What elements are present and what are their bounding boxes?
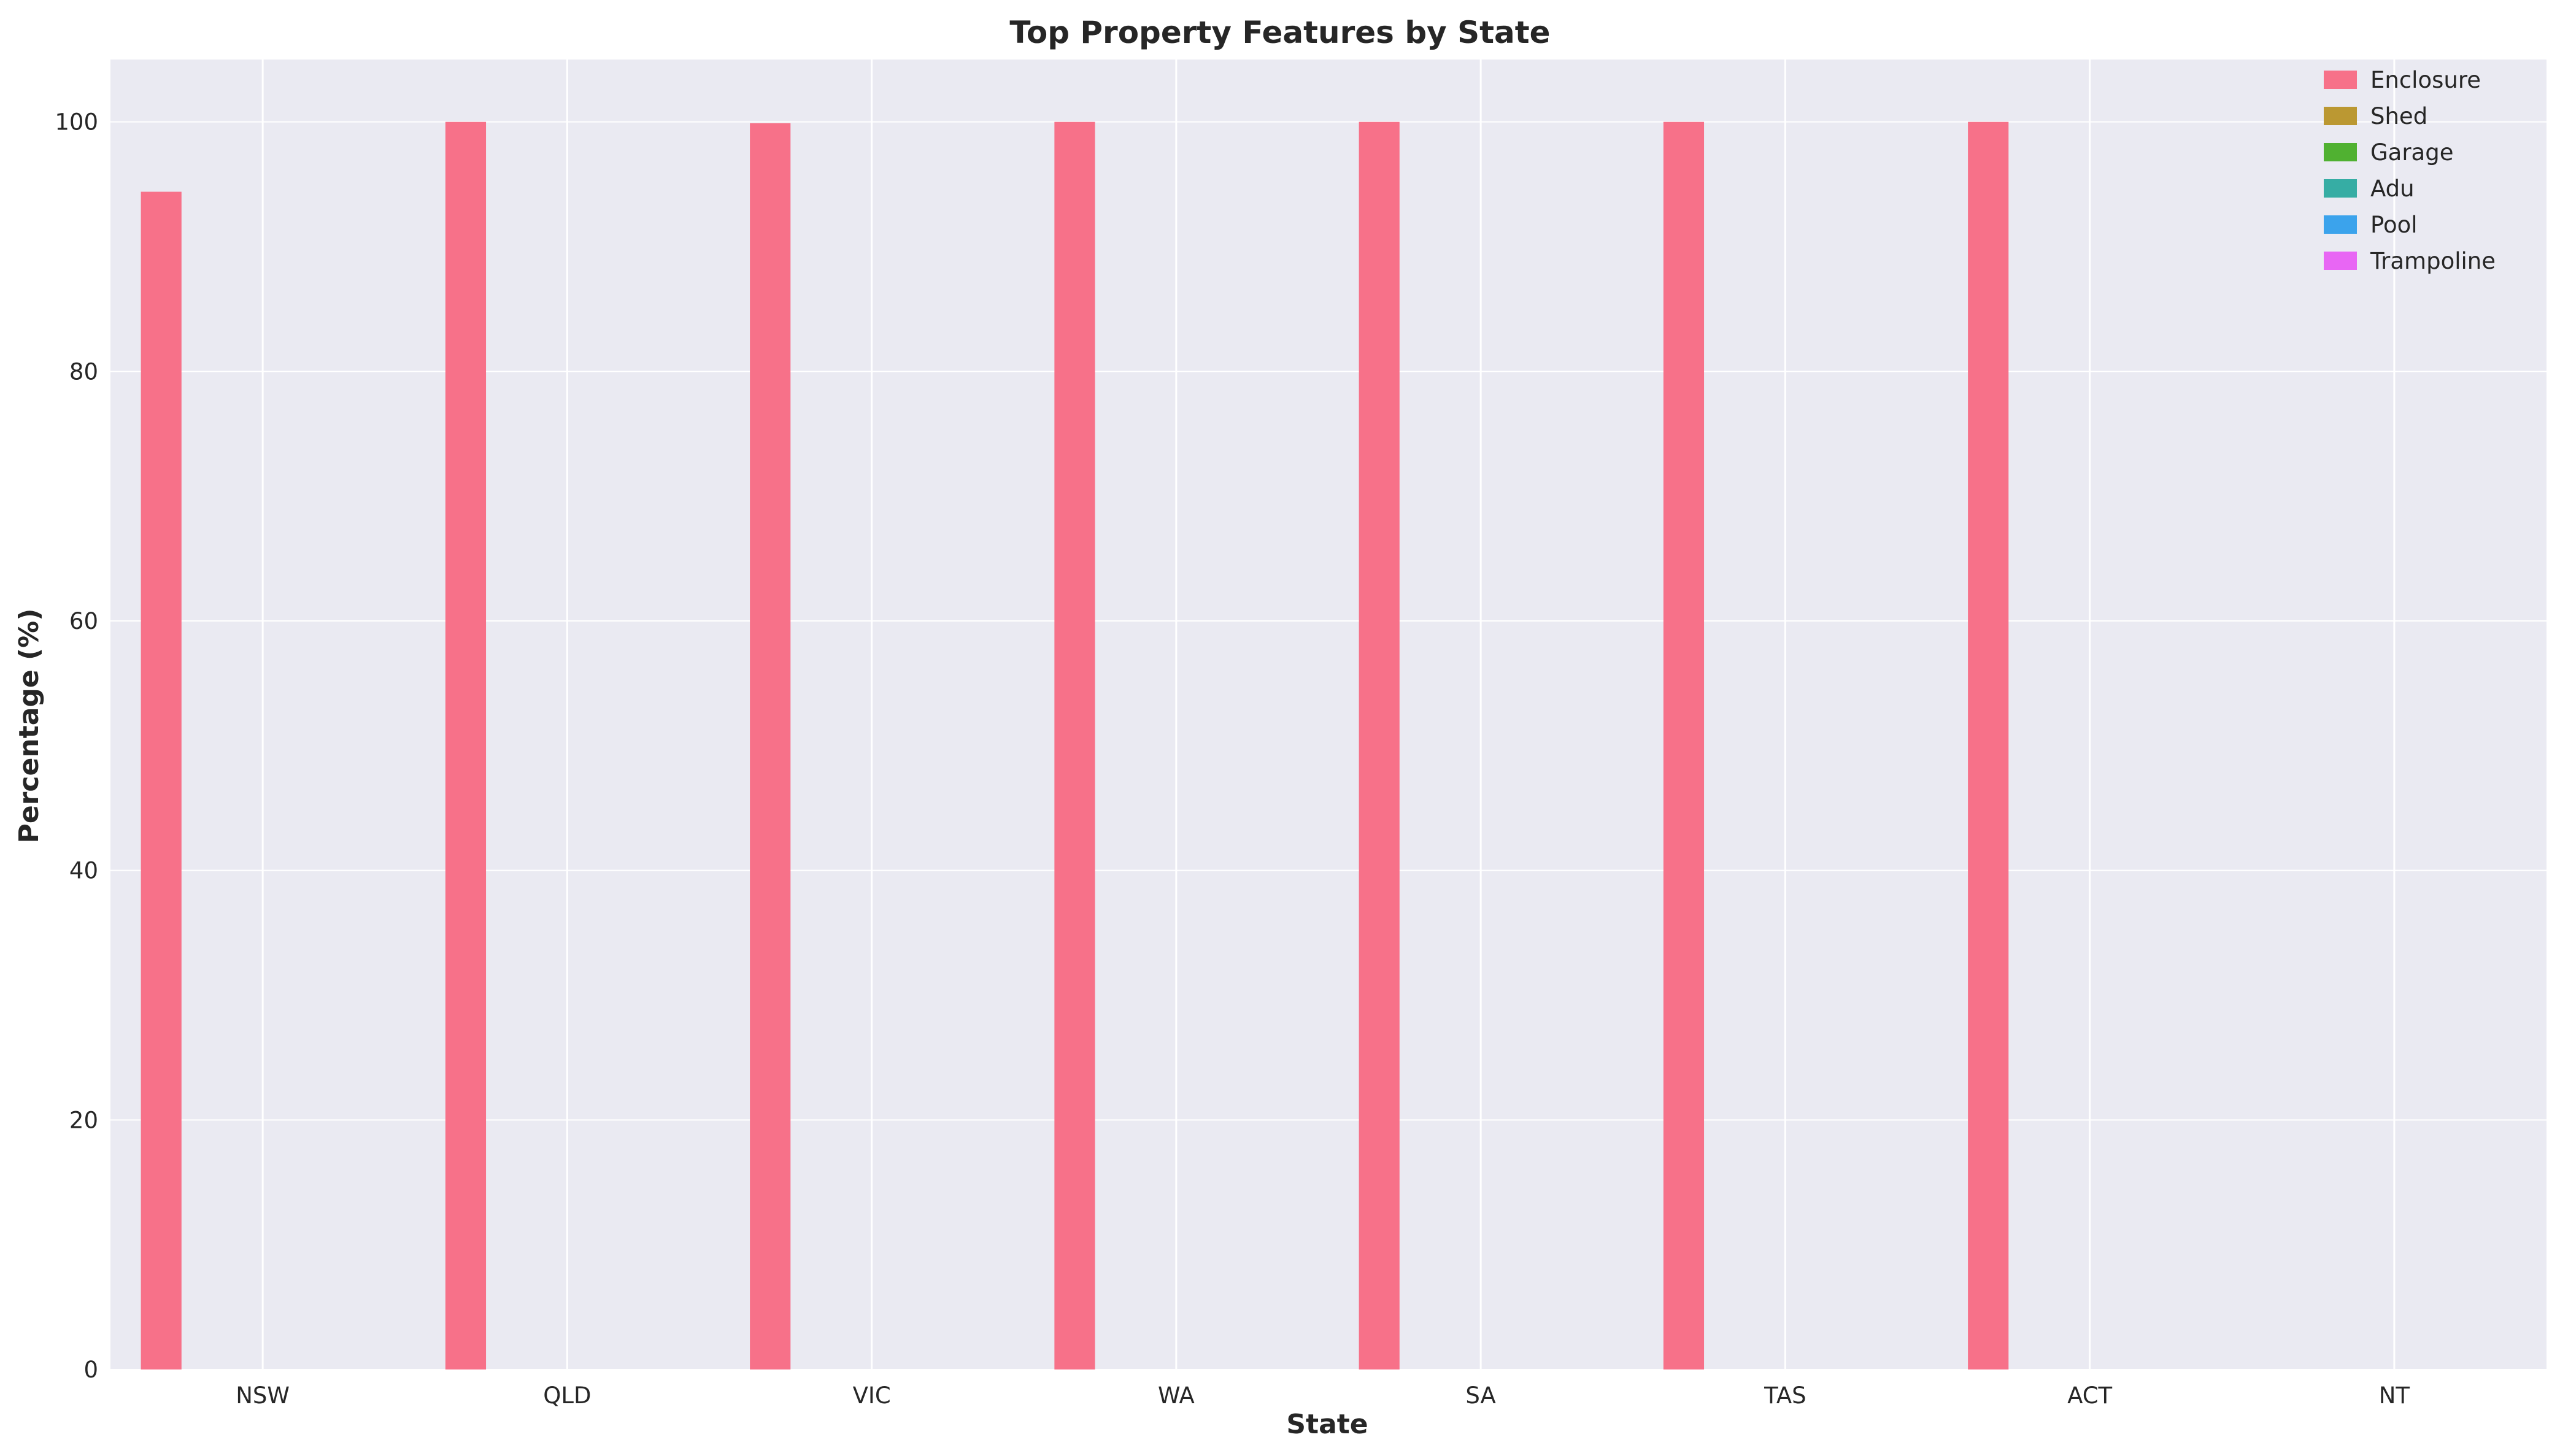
x-tick-label: TAS [1764, 1382, 1806, 1409]
x-tick-label: ACT [2067, 1382, 2112, 1409]
legend-swatch-garage [2324, 143, 2357, 161]
bar-enclosure-vic [750, 123, 791, 1370]
grid [110, 60, 2547, 1370]
y-tick-labels: 0 20 40 60 80 100 [55, 109, 98, 1383]
legend-swatch-shed [2324, 107, 2357, 125]
legend-swatch-adu [2324, 179, 2357, 198]
y-axis-label: Percentage (%) [13, 609, 45, 844]
x-tick-label: WA [1158, 1382, 1195, 1409]
x-tick-label: QLD [543, 1382, 591, 1409]
plot-area [110, 60, 2547, 1369]
legend-label-garage: Garage [2370, 139, 2453, 166]
legend-swatch-pool [2324, 215, 2357, 234]
x-tick-label: VIC [853, 1382, 891, 1409]
bar-enclosure-act [1968, 121, 2009, 1370]
legend-label-adu: Adu [2370, 175, 2415, 202]
chart-title: Top Property Features by State [1009, 15, 1550, 50]
legend-label-trampoline: Trampoline [2370, 248, 2496, 274]
y-tick-label: 0 [83, 1357, 98, 1383]
bar-enclosure-tas [1663, 121, 1705, 1370]
x-tick-label: NT [2379, 1382, 2410, 1409]
bar-enclosure-qld [445, 121, 487, 1370]
x-tick-label: SA [1465, 1382, 1495, 1409]
legend-swatch-trampoline [2324, 252, 2357, 270]
legend-label-pool: Pool [2370, 212, 2418, 238]
legend-label-enclosure: Enclosure [2370, 67, 2481, 93]
bar-enclosure-nsw [141, 191, 182, 1369]
x-tick-labels: NSW QLD VIC WA SA TAS ACT NT [236, 1382, 2410, 1409]
y-tick-label: 40 [69, 858, 98, 884]
legend-swatch-enclosure [2324, 71, 2357, 89]
legend: Enclosure Shed Garage Adu Pool Trampoline [2324, 67, 2496, 274]
y-tick-label: 80 [69, 358, 98, 385]
x-axis-label: State [1286, 1409, 1368, 1440]
bar-enclosure-sa [1359, 121, 1400, 1370]
y-tick-label: 20 [69, 1107, 98, 1133]
y-tick-label: 100 [55, 109, 98, 136]
x-tick-label: NSW [236, 1382, 290, 1409]
y-tick-label: 60 [69, 608, 98, 634]
bars [141, 121, 2009, 1370]
bar-enclosure-wa [1054, 121, 1095, 1370]
legend-label-shed: Shed [2370, 103, 2427, 129]
